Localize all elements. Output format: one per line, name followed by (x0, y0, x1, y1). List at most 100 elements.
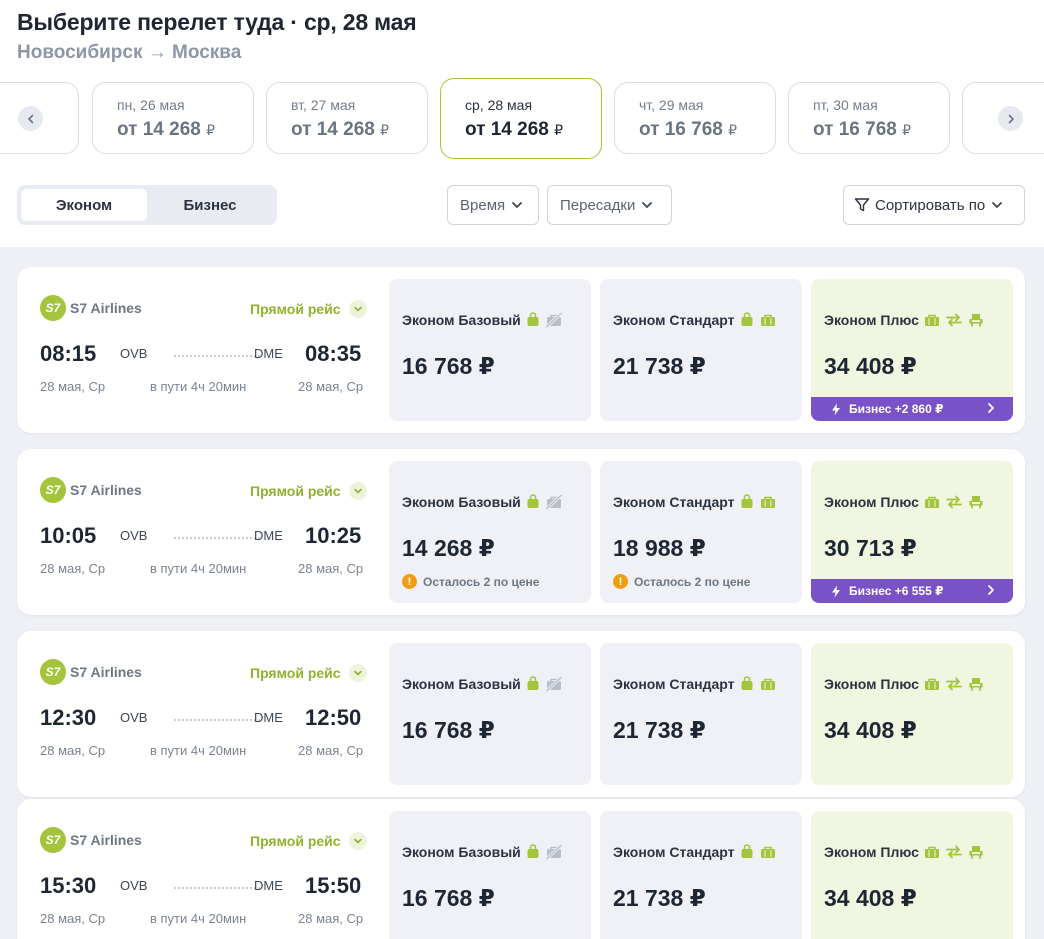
seat-icon (967, 312, 985, 328)
economy-tab[interactable]: Эконом (21, 189, 147, 221)
date-price: от 16 768 ₽ (813, 119, 912, 140)
seat-icon (967, 844, 985, 860)
baggage-icon (759, 494, 777, 510)
arrival-date: 28 мая, Ср (298, 743, 364, 758)
warning-icon: ! (402, 574, 417, 589)
fare-name-row: Эконом Плюс (824, 312, 985, 328)
direct-flight-label: Прямой рейс (250, 483, 341, 499)
fare-price: 21 738 ₽ (613, 353, 706, 379)
baggage-icon (923, 312, 941, 328)
date-card-mon-26[interactable]: пн, 26 мая от 14 268 ₽ (92, 82, 254, 154)
fare-name: Эконом Базовый (402, 676, 521, 692)
seat-icon (967, 676, 985, 692)
departure-time: 08:15 (40, 341, 97, 366)
seat-icon (967, 494, 985, 510)
fare-name: Эконом Стандарт (613, 494, 735, 510)
fare-economy-plus[interactable]: Эконом Плюс 34 408 ₽ (811, 643, 1013, 785)
fare-name: Эконом Плюс (824, 676, 919, 692)
exchange-icon (945, 312, 963, 328)
direct-flight-toggle[interactable]: Прямой рейс (250, 482, 367, 500)
airline: S7 S7 Airlines (40, 827, 142, 853)
date-label: чт, 29 мая (639, 97, 704, 113)
fare-economy-basic[interactable]: Эконом Базовый 16 768 ₽ (389, 643, 591, 785)
business-upgrade-button[interactable]: Бизнес +6 555 ₽ (811, 579, 1013, 603)
chevron-right-icon (988, 403, 994, 413)
airline-logo: S7 (40, 295, 66, 321)
date-card-thu-29[interactable]: чт, 29 мая от 16 768 ₽ (614, 82, 776, 154)
flight-card: S7 S7 Airlines Прямой рейс 12:30 OVB DME… (17, 631, 1025, 797)
expand-details-button[interactable] (348, 832, 367, 850)
baggage-icon (759, 844, 777, 860)
date-card-wed-28-selected[interactable]: ср, 28 мая от 14 268 ₽ (440, 78, 602, 159)
fare-economy-plus[interactable]: Эконом Плюс 34 408 ₽ (811, 811, 1013, 939)
exchange-icon (945, 844, 963, 860)
carry-on-bag-icon (739, 844, 755, 860)
date-carousel: пн, 26 мая от 14 268 ₽ вт, 27 мая от 14 … (0, 78, 1044, 159)
departure-airport: OVB (120, 346, 148, 361)
transfers-filter-dropdown[interactable]: Пересадки (547, 185, 672, 225)
route-line (174, 537, 260, 539)
chevron-down-icon (353, 670, 362, 676)
airline-logo: S7 (40, 659, 66, 685)
departure-airport: OVB (120, 878, 148, 893)
carousel-prev-button[interactable] (18, 106, 43, 131)
date-label: вт, 27 мая (291, 97, 356, 113)
fare-economy-basic[interactable]: Эконом Базовый 16 768 ₽ (389, 811, 591, 939)
fare-economy-basic[interactable]: Эконом Базовый 14 268 ₽ ! Осталось 2 по … (389, 461, 591, 603)
business-upgrade-button[interactable]: Бизнес +2 860 ₽ (811, 397, 1013, 421)
fare-economy-standard[interactable]: Эконом Стандарт 21 738 ₽ (600, 643, 802, 785)
route-subtitle: Новосибирск → Москва (17, 42, 242, 63)
date-label: ср, 28 мая (465, 97, 533, 113)
airline-logo: S7 (40, 827, 66, 853)
direct-flight-toggle[interactable]: Прямой рейс (250, 832, 367, 850)
flight-card: S7 S7 Airlines Прямой рейс 10:05 OVB DME… (17, 449, 1025, 615)
business-tab[interactable]: Бизнес (183, 196, 237, 214)
fare-economy-standard[interactable]: Эконом Стандарт 18 988 ₽ ! Осталось 2 по… (600, 461, 802, 603)
page-title: Выберите перелет туда · ср, 28 мая (17, 9, 417, 35)
arrival-date: 28 мая, Ср (298, 379, 364, 394)
carousel-next-button[interactable] (998, 106, 1023, 131)
baggage-icon (923, 494, 941, 510)
expand-details-button[interactable] (348, 664, 367, 682)
departure-airport: OVB (120, 710, 148, 725)
chevron-right-icon (988, 585, 994, 595)
expand-details-button[interactable] (348, 482, 367, 500)
direct-flight-toggle[interactable]: Прямой рейс (250, 664, 367, 682)
direct-flight-toggle[interactable]: Прямой рейс (250, 300, 367, 318)
fare-price: 16 768 ₽ (402, 885, 495, 911)
lightning-icon (832, 403, 840, 415)
date-price: от 14 268 ₽ (465, 119, 564, 140)
date-card-fri-30[interactable]: пт, 30 мая от 16 768 ₽ (788, 82, 950, 154)
fare-economy-standard[interactable]: Эконом Стандарт 21 738 ₽ (600, 811, 802, 939)
chevron-down-icon (353, 838, 362, 844)
fare-economy-plus[interactable]: Эконом Плюс 34 408 ₽ Бизнес +2 860 ₽ (811, 279, 1013, 421)
seats-left-warning: ! Осталось 2 по цене (613, 574, 750, 589)
time-filter-dropdown[interactable]: Время (447, 185, 539, 225)
fare-name: Эконом Плюс (824, 494, 919, 510)
sort-dropdown[interactable]: Сортировать по (843, 185, 1025, 225)
baggage-icon (759, 312, 777, 328)
fare-economy-plus[interactable]: Эконом Плюс 30 713 ₽ Бизнес +6 555 ₽ (811, 461, 1013, 603)
departure-date: 28 мая, Ср (40, 911, 106, 926)
fare-economy-standard[interactable]: Эконом Стандарт 21 738 ₽ (600, 279, 802, 421)
expand-details-button[interactable] (348, 300, 367, 318)
cabin-class-toggle: Эконом Бизнес (17, 185, 277, 225)
no-baggage-icon (545, 676, 563, 692)
flight-duration: в пути 4ч 20мин (150, 379, 247, 394)
flight-list: S7 S7 Airlines Прямой рейс 08:15 OVB DME… (0, 247, 1044, 939)
fare-economy-basic[interactable]: Эконом Базовый 16 768 ₽ (389, 279, 591, 421)
carry-on-bag-icon (739, 312, 755, 328)
flight-card: S7 S7 Airlines Прямой рейс 15:30 OVB DME… (17, 799, 1025, 939)
date-card-tue-27[interactable]: вт, 27 мая от 14 268 ₽ (266, 82, 428, 154)
flight-duration: в пути 4ч 20мин (150, 743, 247, 758)
fare-name-row: Эконом Стандарт (613, 312, 777, 328)
time-filter-label: Время (460, 196, 506, 214)
arrival-date: 28 мая, Ср (298, 911, 364, 926)
airline-name: S7 Airlines (70, 832, 142, 848)
fare-name: Эконом Базовый (402, 494, 521, 510)
departure-date: 28 мая, Ср (40, 379, 106, 394)
no-baggage-icon (545, 844, 563, 860)
fare-price: 21 738 ₽ (613, 717, 706, 743)
baggage-icon (923, 844, 941, 860)
direct-flight-label: Прямой рейс (250, 665, 341, 681)
